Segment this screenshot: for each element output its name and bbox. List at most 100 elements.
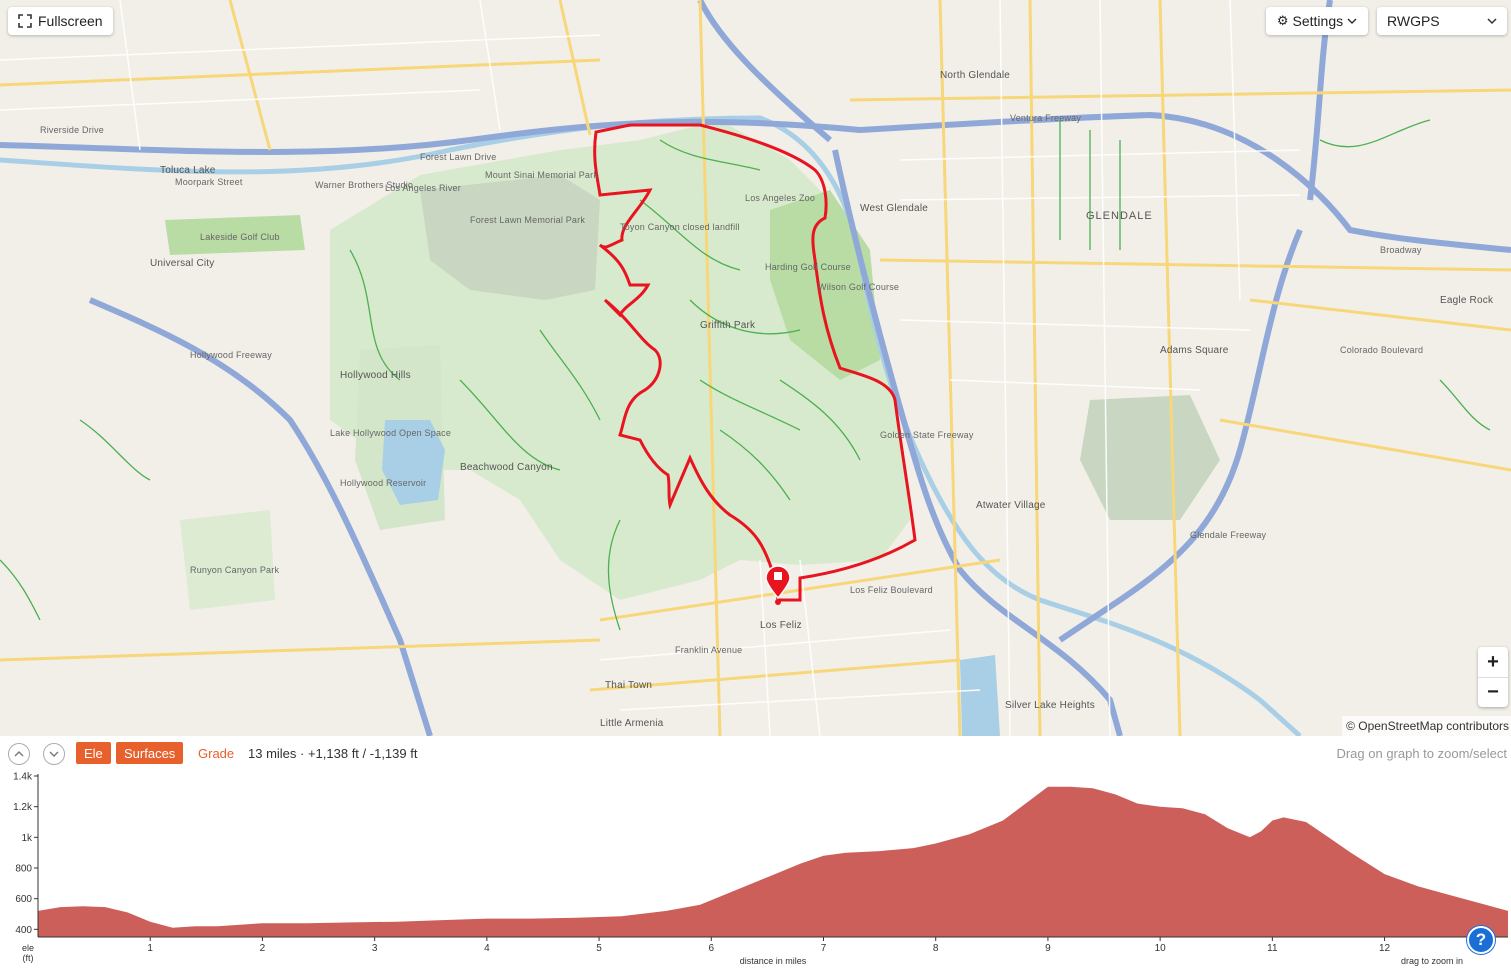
y-axis-label: (ft) xyxy=(23,953,34,963)
expand-down-button[interactable] xyxy=(43,743,65,765)
tab-surfaces[interactable]: Surfaces xyxy=(116,742,184,764)
x-tick-label: 5 xyxy=(596,943,602,954)
y-tick-label: 1.4k xyxy=(13,772,33,783)
map-layer-value: RWGPS xyxy=(1387,13,1440,29)
map-label-reservoir: Hollywood Reservoir xyxy=(340,478,427,488)
settings-label: Settings xyxy=(1292,13,1344,29)
collapse-up-button[interactable] xyxy=(8,743,30,765)
chevron-down-icon xyxy=(49,751,59,757)
map-label-atwater: Atwater Village xyxy=(976,500,1046,511)
map-label-lakeside: Lakeside Golf Club xyxy=(200,232,280,242)
map-label-franklin: Franklin Avenue xyxy=(675,645,743,655)
minor-roads xyxy=(0,0,1301,736)
fullscreen-label: Fullscreen xyxy=(38,13,103,29)
map-label-ventura-fwy: Ventura Freeway xyxy=(1010,113,1082,123)
map-label-hollywood-fwy: Hollywood Freeway xyxy=(190,350,272,360)
help-button[interactable]: ? xyxy=(1467,926,1495,954)
y-axis-label: ele xyxy=(22,943,34,953)
y-tick-label: 800 xyxy=(15,864,32,875)
map-label-glendale-fwy: Glendale Freeway xyxy=(1190,530,1267,540)
x-tick-label: 2 xyxy=(260,943,266,954)
map-label-beachwood: Beachwood Canyon xyxy=(460,462,553,473)
green-trails xyxy=(0,119,1491,631)
map-label-forest-lawn: Forest Lawn Memorial Park xyxy=(470,215,586,225)
route-line xyxy=(593,123,917,602)
park-area-runyon xyxy=(180,510,275,610)
fullscreen-button[interactable]: Fullscreen xyxy=(8,7,113,35)
major-roads xyxy=(0,0,1511,736)
route-start-marker[interactable] xyxy=(765,565,791,605)
route-map[interactable]: Glendale Griffith Park Los Feliz Atwater… xyxy=(0,0,1511,736)
map-label-runyon: Runyon Canyon Park xyxy=(190,565,280,575)
map-label-los-feliz-blvd: Los Feliz Boulevard xyxy=(850,585,933,595)
map-label-colorado: Colorado Boulevard xyxy=(1340,345,1424,355)
map-label-west-glendale: West Glendale xyxy=(860,203,929,214)
x-tick-label: 6 xyxy=(709,943,715,954)
x-tick-label: 9 xyxy=(1045,943,1051,954)
route-stats: 13 miles · +1,138 ft / -1,139 ft xyxy=(248,745,418,761)
map-label-wilson: Wilson Golf Course xyxy=(818,282,900,292)
map-attribution: © OpenStreetMap contributors xyxy=(1342,716,1511,736)
chevron-down-icon xyxy=(1487,18,1497,25)
tab-grade[interactable]: Grade xyxy=(198,745,235,761)
elevation-area xyxy=(38,786,1508,937)
gear-icon: ⚙ xyxy=(1276,13,1289,28)
zoom-in-button[interactable]: + xyxy=(1487,650,1499,673)
map-label-moorpark: Moorpark Street xyxy=(175,177,243,187)
x-tick-label: 1 xyxy=(147,943,153,954)
map-label-los-feliz: Los Feliz xyxy=(760,620,802,631)
freeway-north xyxy=(697,0,832,143)
map-label-harding: Harding Golf Course xyxy=(765,262,851,272)
zoom-control: + − xyxy=(1478,647,1508,707)
settings-button[interactable]: ⚙ Settings xyxy=(1266,7,1368,35)
silver-lake-water xyxy=(960,655,1000,736)
x-axis-label: distance in miles xyxy=(740,956,807,966)
zoom-out-button[interactable]: − xyxy=(1478,677,1508,707)
map-label-little-armenia: Little Armenia xyxy=(600,718,664,729)
tab-ele[interactable]: Ele xyxy=(76,742,111,764)
map-label-broadway: Broadway xyxy=(1380,245,1422,255)
map-layer-select[interactable]: RWGPS xyxy=(1377,7,1507,35)
elevation-panel: Ele Surfaces Grade 13 miles · +1,138 ft … xyxy=(0,736,1511,972)
map-label-golden-state-fwy: Golden State Freeway xyxy=(880,430,974,440)
ventura-freeway xyxy=(0,111,1511,253)
x-tick-label: 8 xyxy=(933,943,939,954)
x-tick-label: 3 xyxy=(372,943,378,954)
y-tick-label: 600 xyxy=(15,894,32,905)
map-tiles[interactable] xyxy=(0,0,1511,736)
map-label-north-glendale: North Glendale xyxy=(940,70,1011,81)
fullscreen-icon xyxy=(18,14,32,28)
map-label-la-river: Los Angeles River xyxy=(385,183,461,193)
elevation-toolbar: Ele Surfaces Grade 13 miles · +1,138 ft … xyxy=(0,740,1511,766)
x-tick-label: 10 xyxy=(1155,943,1167,954)
park-area-forest-lawn xyxy=(420,175,600,300)
map-label-silver-lake: Silver Lake Heights xyxy=(1005,700,1095,711)
park-area-lakeside xyxy=(165,215,305,255)
x-tick-label: 7 xyxy=(821,943,827,954)
hollywood-freeway xyxy=(88,297,433,736)
map-label-universal-city: Universal City xyxy=(150,258,215,269)
map-label-mount-sinai: Mount Sinai Memorial Park xyxy=(485,170,599,180)
map-label-warner: Warner Brothers Studio xyxy=(315,180,414,190)
chevron-up-icon xyxy=(14,751,24,757)
map-label-adams-square: Adams Square xyxy=(1160,345,1229,356)
map-label-glendale: Glendale xyxy=(1086,210,1153,222)
map-label-griffith-park: Griffith Park xyxy=(700,320,756,331)
map-label-riverside: Riverside Drive xyxy=(40,125,105,135)
glendale-freeway xyxy=(1058,228,1303,643)
park-area-forest-lawn-glendale xyxy=(1080,395,1220,520)
map-label-eagle-rock: Eagle Rock xyxy=(1440,295,1494,306)
reservoir-water xyxy=(382,420,445,505)
x-tick-label: 12 xyxy=(1379,943,1391,954)
x-tick-label: 4 xyxy=(484,943,490,954)
y-tick-label: 400 xyxy=(15,925,32,936)
map-label-toyon: Toyon Canyon closed landfill xyxy=(620,222,740,232)
map-label-lake-hollywood: Lake Hollywood Open Space xyxy=(330,428,452,438)
map-label-hollywood-hills: Hollywood Hills xyxy=(340,370,411,381)
graph-hint: Drag on graph to zoom/select xyxy=(1336,745,1507,761)
chevron-down-icon xyxy=(1347,18,1357,25)
x-tick-label: 11 xyxy=(1267,943,1278,954)
attribution-link[interactable]: © OpenStreetMap contributors xyxy=(1346,719,1509,733)
drag-zoom-hint: drag to zoom in xyxy=(1401,956,1463,966)
